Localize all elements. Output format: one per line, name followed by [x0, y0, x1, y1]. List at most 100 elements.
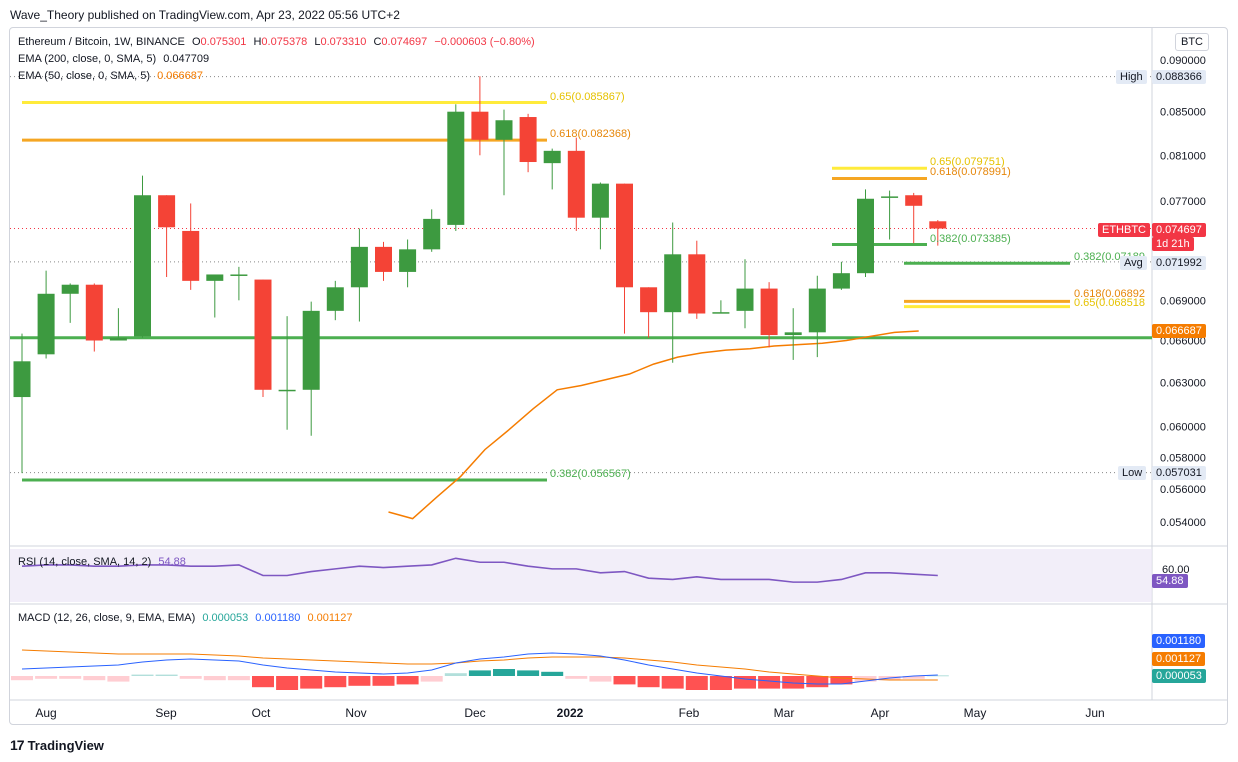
- macd-legend: MACD (12, 26, close, 9, EMA, EMA) 0.0000…: [18, 612, 357, 624]
- price-tick-label: 0.060000: [1160, 422, 1206, 434]
- macd-bar: [59, 676, 82, 679]
- fib-0382-bottom-label: 0.382(0.056567): [550, 468, 631, 480]
- price-axis: 0.090000 0.085000 0.081000 0.077000 0.069000…: [1160, 55, 1206, 529]
- rsi-label: RSI (14, close, SMA, 14, 2): [18, 556, 152, 568]
- candle-body: [134, 195, 151, 337]
- candle-body: [350, 246, 368, 288]
- fib-0618-low-label: 0.618(0.06892: [1074, 288, 1145, 300]
- fib-065-top-label: 0.65(0.085867): [550, 91, 625, 103]
- candle-body: [109, 337, 127, 341]
- price-tick-label: 0.063000: [1160, 378, 1206, 390]
- time-tick-label: Nov: [345, 706, 366, 720]
- ema50-tag: 0.066687: [1152, 324, 1206, 338]
- rsi-value-tag: 54.88: [1152, 574, 1188, 588]
- macd-signal-tag: 0.001127: [1152, 652, 1206, 666]
- price-tick-label: 0.081000: [1160, 150, 1206, 162]
- macd-bar: [709, 676, 732, 690]
- ohlc-l: 0.073310: [320, 36, 367, 48]
- candle-body: [591, 183, 609, 218]
- footer-text: TradingView: [27, 737, 104, 753]
- candle-body: [495, 120, 513, 140]
- macd-bar: [203, 676, 226, 681]
- macd-bar: [396, 676, 419, 685]
- candle-body: [543, 150, 561, 164]
- ohlc-h-label: H: [253, 36, 262, 48]
- macd-bar: [83, 676, 106, 681]
- macd-label: MACD (12, 26, close, 9, EMA, EMA): [18, 612, 196, 624]
- fib-0382-right-label: 0.382(0.073385): [930, 233, 1011, 245]
- ema200-legend: EMA (200, close, 0, SMA, 5) 0.047709: [18, 53, 213, 65]
- ema200-value: 0.047709: [163, 53, 210, 65]
- ema50-line: [388, 330, 919, 520]
- ohlc-o: 0.075301: [200, 36, 247, 48]
- time-tick-label: Oct: [252, 706, 271, 720]
- macd-bar: [902, 676, 925, 679]
- macd-bar: [517, 670, 540, 676]
- macd-bar: [300, 676, 323, 689]
- macd-hist-tag: 0.000053: [1152, 669, 1206, 683]
- candle-body: [784, 332, 802, 336]
- candle-body: [182, 230, 200, 281]
- macd-bar: [468, 670, 491, 676]
- rsi-band: [10, 549, 1152, 602]
- macd-bar: [35, 676, 58, 679]
- ohlc-h: 0.075378: [261, 36, 308, 48]
- macd-bar: [348, 676, 371, 686]
- time-tick-label: May: [964, 706, 987, 720]
- candle-body: [616, 183, 633, 288]
- countdown-tag: 1d 21h: [1152, 237, 1194, 251]
- macd-bar: [227, 676, 250, 681]
- time-tick-label: Apr: [871, 706, 890, 720]
- low-value: 0.057031: [1152, 466, 1206, 480]
- candles: [13, 76, 947, 474]
- candle-body: [302, 310, 320, 390]
- time-tick-label: 2022: [557, 706, 584, 720]
- fib-0618-right-label: 0.618(0.078991): [930, 166, 1011, 178]
- macd-pane: [11, 649, 949, 690]
- ema50-label: EMA (50, close, 0, SMA, 5): [18, 70, 151, 82]
- candle-body: [158, 195, 176, 228]
- candle-body: [688, 254, 706, 314]
- candle-body: [760, 288, 778, 336]
- price-legend: Ethereum / Bitcoin, 1W, BINANCE O0.07530…: [18, 36, 539, 48]
- macd-bar: [926, 675, 949, 677]
- ohlc-c-label: C: [373, 36, 382, 48]
- candle-body: [808, 288, 826, 333]
- macd-bar: [830, 676, 853, 685]
- chart-frame: [9, 27, 1228, 725]
- candle-body: [857, 198, 874, 274]
- fib-0618-top-label: 0.618(0.082368): [550, 128, 631, 140]
- avg-label: Avg: [1120, 256, 1147, 270]
- macd-bar: [541, 671, 564, 676]
- candle-body: [519, 117, 537, 163]
- candle-body: [37, 293, 55, 355]
- time-tick-label: Aug: [35, 706, 56, 720]
- candle-body: [929, 221, 947, 229]
- fib-lines: [10, 101, 1152, 482]
- ema50-value: 0.066687: [157, 70, 204, 82]
- macd-bar: [155, 674, 178, 676]
- tradingview-footer[interactable]: 17 TradingView: [10, 737, 104, 753]
- time-tick-label: Feb: [679, 706, 700, 720]
- macd-bar: [372, 676, 395, 686]
- avg-value: 0.071992: [1152, 256, 1206, 270]
- tradingview-logo-icon: 17: [10, 737, 25, 753]
- macd-signal-value: 0.001127: [307, 612, 353, 624]
- candle-body: [85, 284, 103, 341]
- candle-body: [61, 284, 79, 294]
- time-tick-label: Jun: [1085, 706, 1104, 720]
- time-tick-label: Mar: [774, 706, 795, 720]
- ohlc-change: −0.000603 (−0.80%): [434, 36, 535, 48]
- macd-bar: [276, 676, 299, 690]
- ohlc-c: 0.074697: [381, 36, 428, 48]
- macd-bar: [252, 676, 274, 688]
- currency-button[interactable]: BTC: [1175, 33, 1209, 51]
- ema50-legend: EMA (50, close, 0, SMA, 5) 0.066687: [18, 70, 207, 82]
- candle-body: [881, 196, 899, 198]
- last-price-tag: 0.074697: [1152, 223, 1206, 237]
- candle-body: [278, 389, 296, 392]
- candle-body: [471, 111, 489, 140]
- time-axis: Aug Sep Oct Nov Dec 2022 Feb Mar Apr May Jun: [35, 706, 1104, 720]
- rsi-pane: [10, 549, 1152, 602]
